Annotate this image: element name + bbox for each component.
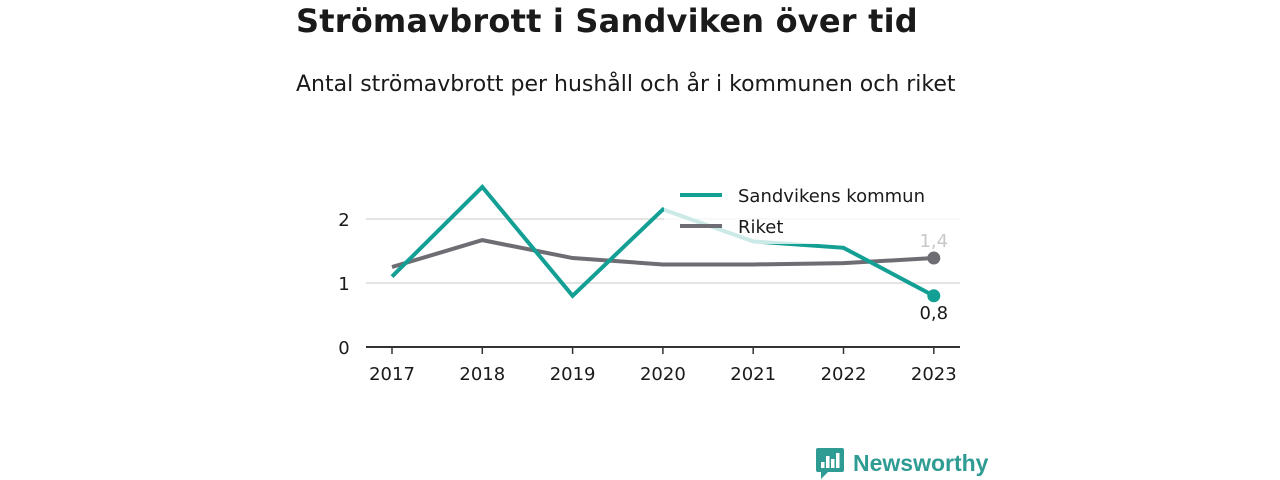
x-tick-label: 2019 — [550, 364, 596, 385]
newsworthy-logo-icon — [816, 448, 844, 479]
y-tick-label: 2 — [338, 210, 349, 231]
x-tick-label: 2021 — [730, 364, 776, 385]
newsworthy-logo: Newsworthy — [815, 446, 988, 480]
chart-subtitle: Antal strömavbrott per hushåll och år i … — [296, 72, 956, 97]
series-line-sandviken — [390, 184, 935, 299]
x-tick-label: 2017 — [369, 364, 415, 385]
chart-title: Strömavbrott i Sandviken över tid — [296, 2, 918, 40]
brand-name: Newsworthy — [853, 449, 989, 476]
x-tick-label: 2020 — [640, 364, 686, 385]
legend-label: Sandvikens kommun — [738, 186, 925, 207]
end-point-riket — [927, 251, 941, 265]
x-tick-label: 2022 — [821, 364, 867, 385]
legend-background — [664, 176, 964, 244]
end-point-sandviken — [927, 289, 941, 303]
y-tick-label: 1 — [338, 274, 349, 295]
y-tick-label: 0 — [338, 338, 349, 359]
x-tick-label: 2018 — [459, 364, 505, 385]
data-label-riket: 1,4 — [919, 231, 948, 252]
data-label-sandviken: 0,8 — [919, 303, 948, 324]
x-tick-label: 2023 — [911, 364, 957, 385]
legend-label: Riket — [738, 217, 783, 238]
series-line-riket — [391, 238, 934, 269]
